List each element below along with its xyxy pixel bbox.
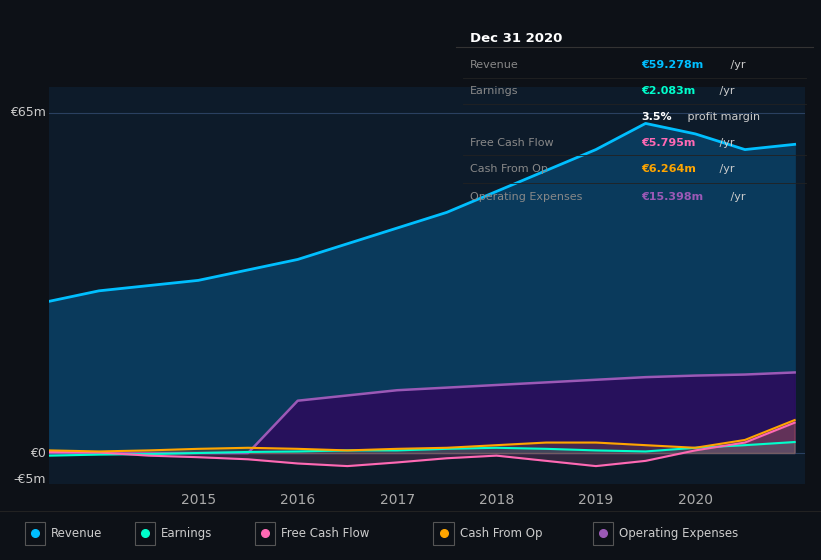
Text: Free Cash Flow: Free Cash Flow bbox=[470, 138, 553, 148]
Text: Cash From Op: Cash From Op bbox=[470, 164, 548, 174]
Text: Revenue: Revenue bbox=[470, 60, 519, 70]
Text: /yr: /yr bbox=[727, 193, 745, 202]
Text: €59.278m: €59.278m bbox=[641, 60, 704, 70]
Bar bbox=[593, 522, 613, 545]
Text: Revenue: Revenue bbox=[51, 527, 103, 540]
Text: -€5m: -€5m bbox=[13, 473, 45, 486]
Text: Earnings: Earnings bbox=[470, 86, 518, 96]
Bar bbox=[25, 522, 45, 545]
Text: profit margin: profit margin bbox=[684, 111, 760, 122]
Text: €5.795m: €5.795m bbox=[641, 138, 695, 148]
Text: Operating Expenses: Operating Expenses bbox=[470, 193, 582, 202]
Text: €15.398m: €15.398m bbox=[641, 193, 704, 202]
Text: €2.083m: €2.083m bbox=[641, 86, 695, 96]
Text: €65m: €65m bbox=[10, 106, 45, 119]
Text: /yr: /yr bbox=[717, 86, 735, 96]
Text: /yr: /yr bbox=[717, 164, 735, 174]
Text: Free Cash Flow: Free Cash Flow bbox=[281, 527, 369, 540]
Bar bbox=[255, 522, 275, 545]
Text: Cash From Op: Cash From Op bbox=[460, 527, 542, 540]
Text: /yr: /yr bbox=[717, 138, 735, 148]
Text: /yr: /yr bbox=[727, 60, 745, 70]
Text: €6.264m: €6.264m bbox=[641, 164, 696, 174]
Bar bbox=[135, 522, 155, 545]
Text: Operating Expenses: Operating Expenses bbox=[619, 527, 738, 540]
Text: €0: €0 bbox=[30, 446, 45, 460]
Text: Earnings: Earnings bbox=[161, 527, 213, 540]
Text: Dec 31 2020: Dec 31 2020 bbox=[470, 31, 562, 44]
Text: 3.5%: 3.5% bbox=[641, 111, 672, 122]
Bar bbox=[433, 522, 454, 545]
